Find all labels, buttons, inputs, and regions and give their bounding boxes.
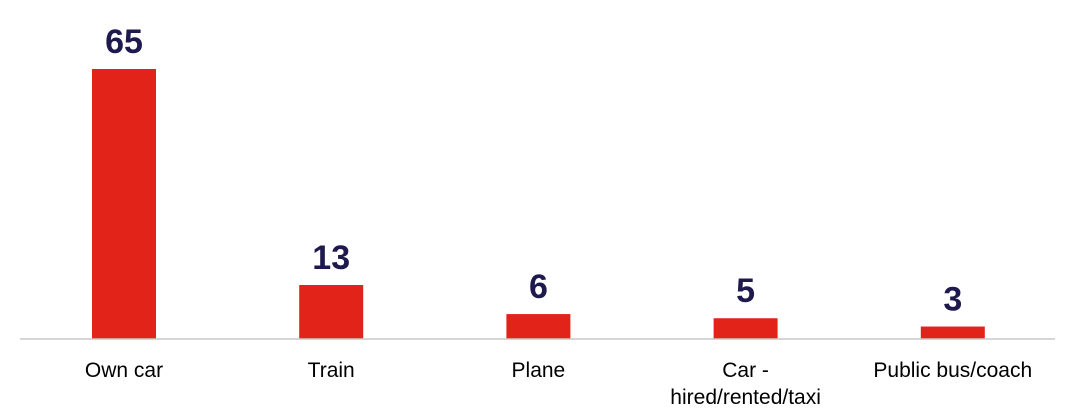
category-label-3-line-0: Car - (722, 359, 769, 382)
category-label-1: Train (308, 359, 355, 382)
value-label-1: 13 (312, 239, 350, 277)
bar-2 (506, 314, 571, 339)
category-label-4-line-0: Public bus/coach (873, 359, 1032, 382)
category-label-2-line-0: Plane (512, 359, 566, 382)
category-label-2: Plane (512, 359, 566, 382)
bar-1 (299, 285, 364, 339)
category-label-1-line-0: Train (308, 359, 355, 382)
value-label-0: 65 (105, 23, 143, 61)
category-label-4: Public bus/coach (873, 359, 1032, 382)
category-label-0: Own car (85, 359, 163, 382)
value-label-3: 5 (736, 272, 755, 310)
value-label-2: 6 (529, 268, 548, 306)
bar-3 (713, 318, 778, 339)
category-label-0-line-0: Own car (85, 359, 163, 382)
bar-0 (92, 69, 156, 339)
bars-group (92, 69, 985, 339)
bar-4 (920, 326, 985, 339)
category-label-3: Car - hired/rented/taxi (670, 359, 821, 409)
value-label-4: 3 (943, 281, 962, 319)
category-labels-group: Own car Train Plane Car - hired/rented/taxi P… (85, 359, 1032, 409)
category-label-3-line-1: hired/rented/taxi (670, 386, 821, 409)
